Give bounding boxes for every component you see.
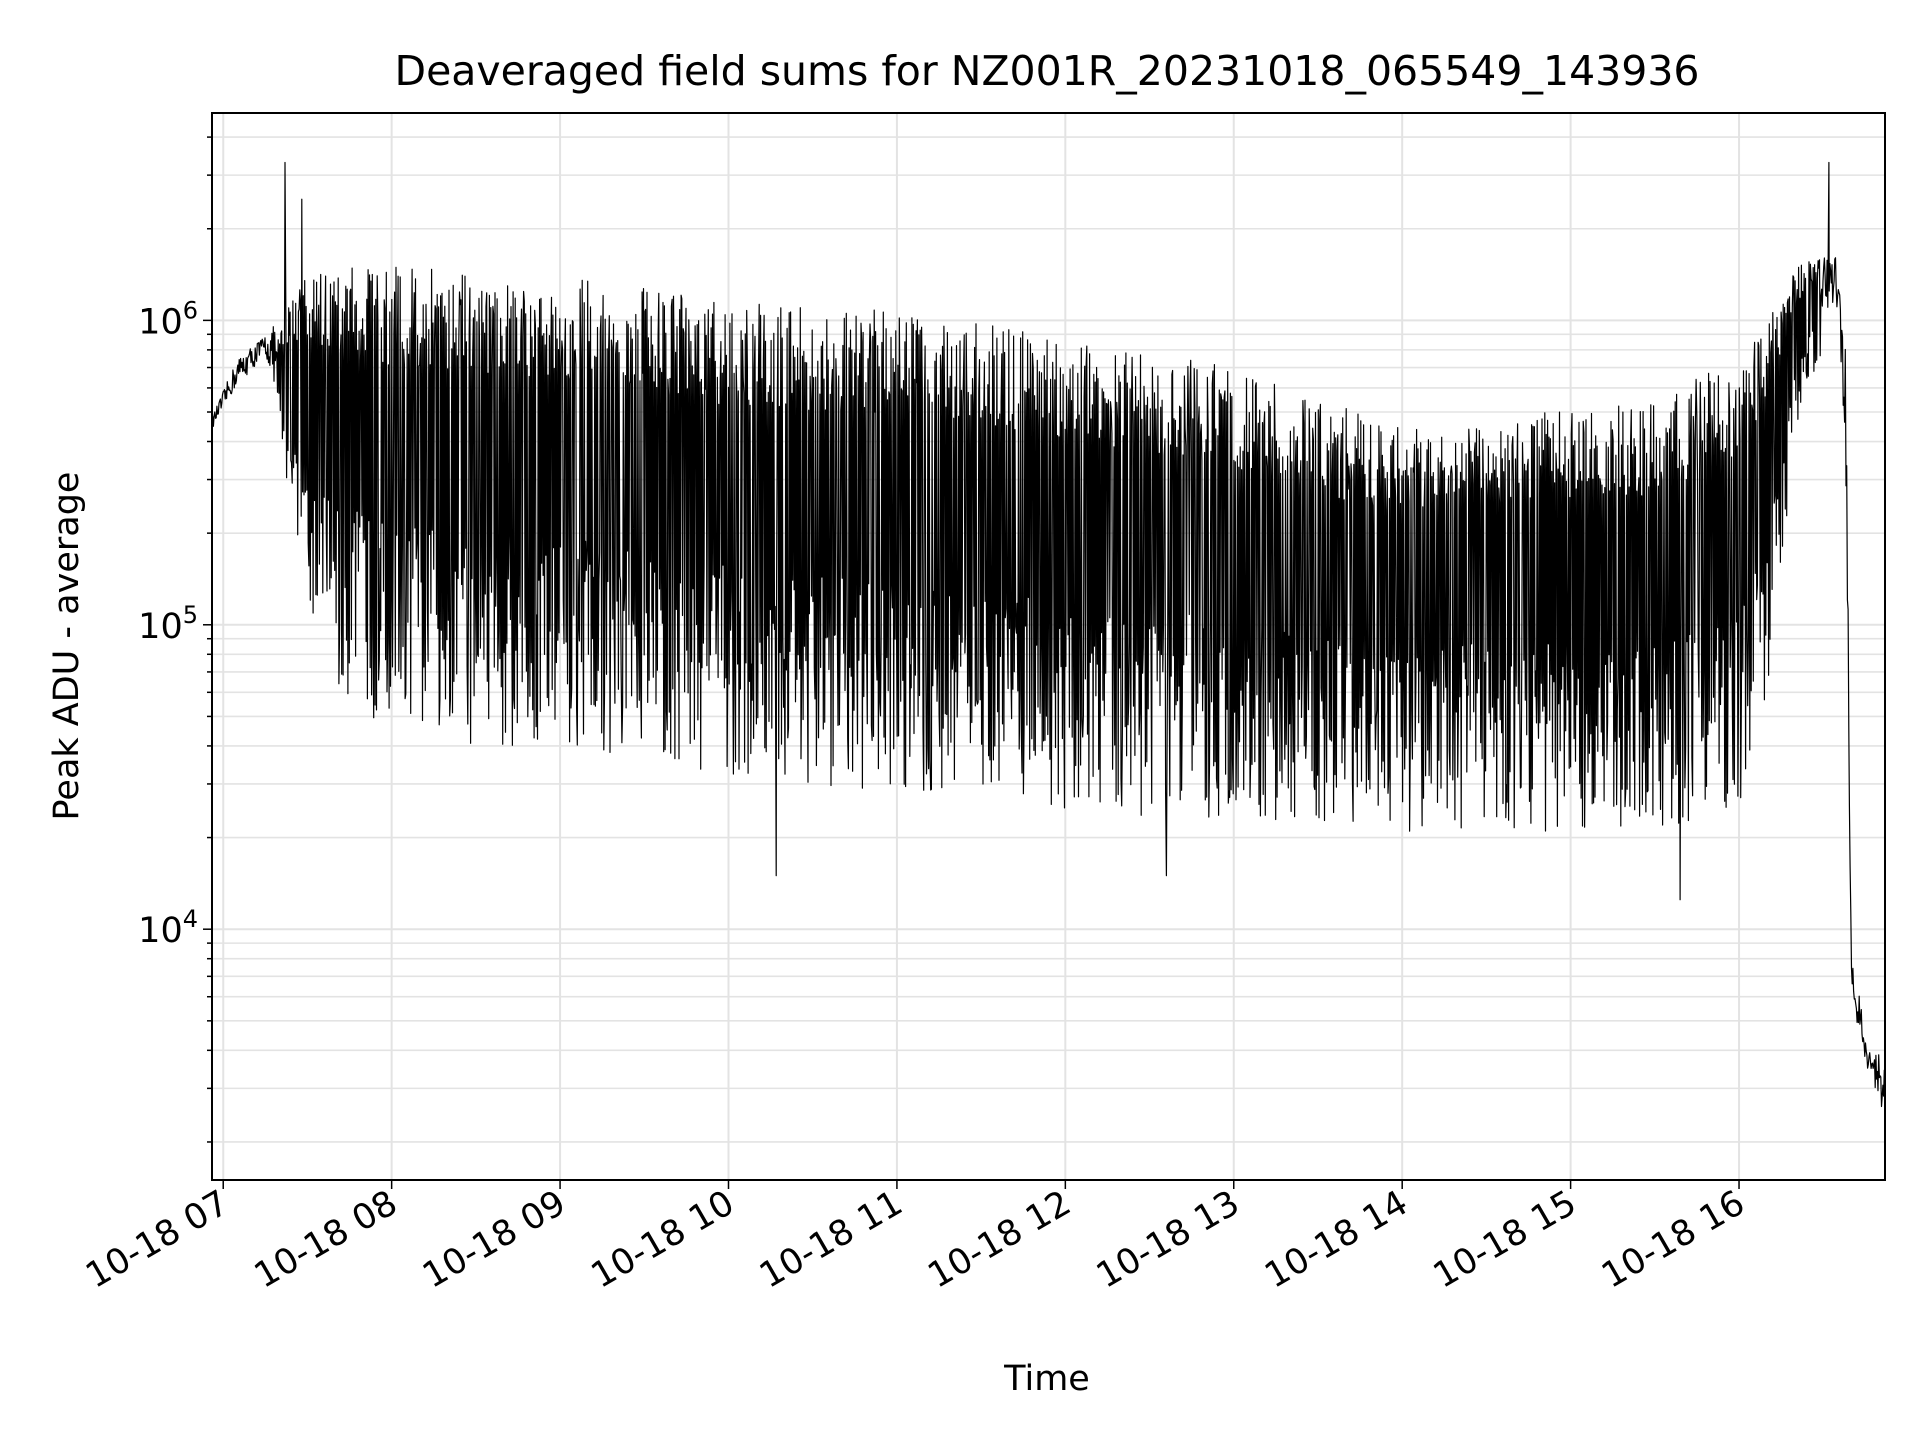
series-line bbox=[211, 161, 1886, 1108]
y-tick-label-exponent: 4 bbox=[183, 905, 198, 933]
y-tick-label: 104 bbox=[138, 905, 198, 951]
y-tick-label: 106 bbox=[138, 296, 198, 342]
y-axis-label: Peak ADU - average bbox=[47, 472, 87, 821]
y-tick-label-exponent: 6 bbox=[183, 296, 198, 324]
y-tick-label-base: 10 bbox=[138, 911, 183, 951]
y-tick-label-base: 10 bbox=[138, 302, 183, 342]
y-tick-label-exponent: 5 bbox=[183, 601, 198, 629]
chart-title: Deaveraged field sums for NZ001R_2023101… bbox=[395, 47, 1700, 95]
plot-frame bbox=[211, 112, 1886, 1181]
x-axis-label: Time bbox=[1003, 1359, 1090, 1399]
y-tick-label: 105 bbox=[138, 601, 198, 647]
series-group bbox=[211, 161, 1886, 1108]
y-tick-label-base: 10 bbox=[138, 607, 183, 647]
